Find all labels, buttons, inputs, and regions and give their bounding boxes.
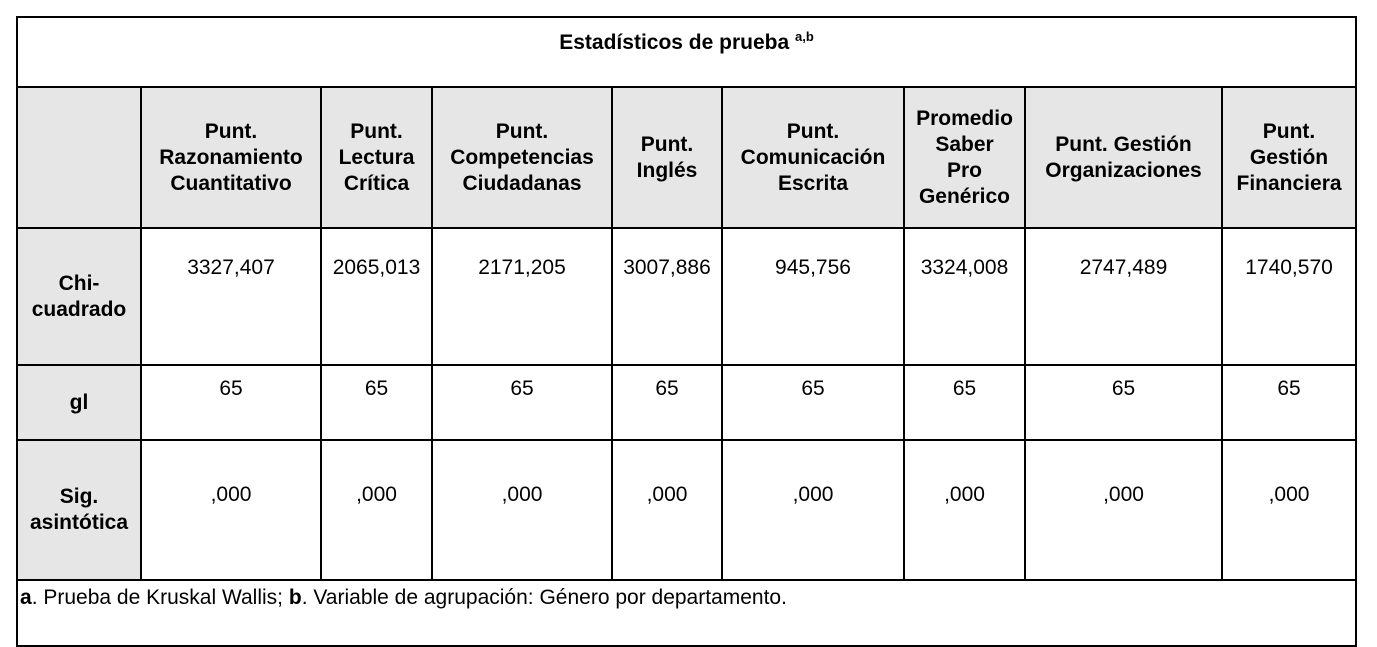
table-title-superscript: a,b bbox=[795, 29, 814, 44]
table-cell: ,000 bbox=[611, 439, 723, 581]
footnote-a-text: . Prueba de Kruskal Wallis; bbox=[31, 586, 289, 609]
table-cell: 65 bbox=[611, 364, 723, 441]
table-cell: 65 bbox=[320, 364, 433, 441]
table-cell: ,000 bbox=[431, 439, 613, 581]
column-header-competencias-ciudadanas: Punt. Competencias Ciudadanas bbox=[431, 86, 613, 229]
table-title-text: Estadísticos de prueba bbox=[559, 31, 790, 54]
table-row-chi-cuadrado: Chi- cuadrado 3327,407 2065,013 2171,205… bbox=[16, 227, 1358, 366]
column-header-gestion-organizaciones: Punt. Gestión Organizaciones bbox=[1024, 86, 1223, 229]
table-row-sig-asintotica: Sig. asintótica ,000 ,000 ,000 ,000 ,000… bbox=[16, 439, 1358, 581]
table-cell: 3007,886 bbox=[611, 227, 723, 366]
row-header-gl: gl bbox=[16, 364, 142, 441]
column-header-gestion-financiera: Punt. Gestión Financiera bbox=[1220, 86, 1358, 229]
column-header-corner bbox=[16, 86, 142, 229]
table-cell: ,000 bbox=[320, 439, 433, 581]
table-row-gl: gl 65 65 65 65 65 65 65 65 bbox=[16, 364, 1358, 441]
table-cell: 65 bbox=[721, 364, 905, 441]
footnote-row: a. Prueba de Kruskal Wallis; b. Variable… bbox=[15, 579, 1358, 647]
table-cell: ,000 bbox=[721, 439, 905, 581]
title-row: Estadísticos de prueba a,b bbox=[15, 16, 1358, 88]
table-title: Estadísticos de prueba a,b bbox=[15, 16, 1358, 88]
table-cell: 65 bbox=[431, 364, 613, 441]
column-header-ingles: Punt. Inglés bbox=[611, 86, 723, 229]
test-statistics-table: Estadísticos de prueba a,b Punt. Razonam… bbox=[15, 16, 1358, 647]
footnote-b-marker: b bbox=[288, 586, 302, 609]
table-cell: 945,756 bbox=[721, 227, 905, 366]
table-footnote: a. Prueba de Kruskal Wallis; b. Variable… bbox=[15, 579, 1358, 647]
table-cell: ,000 bbox=[903, 439, 1026, 581]
row-header-sig-asintotica: Sig. asintótica bbox=[16, 439, 142, 581]
table-cell: 65 bbox=[1024, 364, 1223, 441]
table-cell: 1740,570 bbox=[1220, 227, 1358, 366]
table-cell: 65 bbox=[903, 364, 1026, 441]
column-header-comunicacion-escrita: Punt. Comunicación Escrita bbox=[721, 86, 905, 229]
footnote-a-marker: a bbox=[20, 586, 32, 609]
table-cell: ,000 bbox=[1220, 439, 1358, 581]
table-cell: 2065,013 bbox=[320, 227, 433, 366]
column-header-razonamiento-cuantitativo: Punt. Razonamiento Cuantitativo bbox=[140, 86, 322, 229]
table-cell: 65 bbox=[140, 364, 322, 441]
table-cell: ,000 bbox=[140, 439, 322, 581]
table-cell: 65 bbox=[1220, 364, 1358, 441]
table-cell: 3324,008 bbox=[903, 227, 1026, 366]
table-cell: 2747,489 bbox=[1024, 227, 1223, 366]
footnote-b-text: . Variable de agrupación: Género por dep… bbox=[301, 586, 787, 609]
column-header-lectura-critica: Punt. Lectura Crítica bbox=[320, 86, 433, 229]
row-header-chi-cuadrado: Chi- cuadrado bbox=[16, 227, 142, 366]
table-cell: 2171,205 bbox=[431, 227, 613, 366]
table-cell: 3327,407 bbox=[140, 227, 322, 366]
column-header-row: Punt. Razonamiento Cuantitativo Punt. Le… bbox=[16, 86, 1358, 229]
column-header-promedio-saber-pro: Promedio Saber Pro Genérico bbox=[903, 86, 1026, 229]
table-cell: ,000 bbox=[1024, 439, 1223, 581]
